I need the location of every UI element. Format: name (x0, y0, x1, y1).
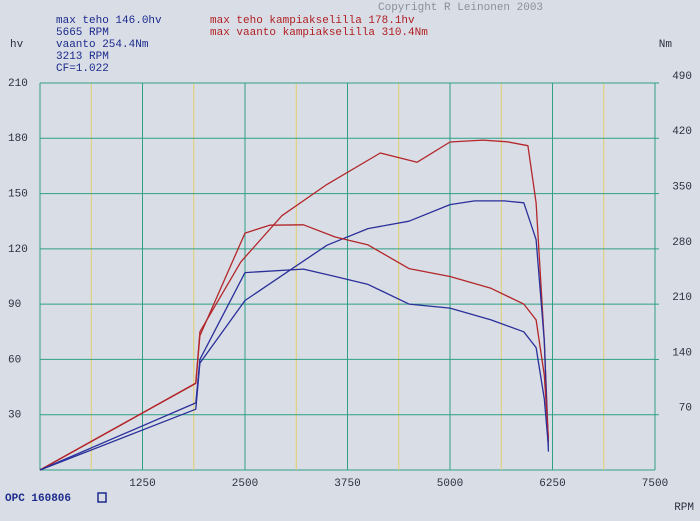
y-tick-label: 150 (8, 188, 28, 200)
annotation: CF=1.022 (56, 63, 109, 75)
y-tick-label: 180 (8, 133, 28, 145)
x-axis-label: RPM (674, 502, 694, 514)
footer: OPC 160806 (5, 493, 71, 505)
series-line (39, 139, 550, 471)
y-tick-label: 120 (8, 244, 28, 256)
annotation: max teho 146.0hv (56, 15, 162, 27)
y2-axis-label: Nm (659, 39, 673, 51)
y2-tick-label: 210 (672, 292, 692, 304)
footer-box (97, 492, 107, 503)
y-tick-label: 90 (8, 299, 21, 311)
annotation: vaanto 254.4Nm (56, 39, 149, 51)
y2-tick-label: 140 (672, 347, 692, 359)
x-tick-label: 5000 (437, 478, 463, 490)
crank-annotation: max vaanto kampiakselilla 310.4Nm (210, 27, 428, 39)
copyright: Copyright R Leinonen 2003 (378, 2, 543, 14)
series-line (39, 224, 550, 471)
x-tick-label: 3750 (334, 478, 360, 490)
x-tick-label: 2500 (232, 478, 258, 490)
series-line (39, 268, 550, 471)
y-tick-label: 30 (8, 410, 21, 422)
y2-tick-label: 70 (679, 403, 692, 415)
y2-tick-label: 490 (672, 71, 692, 83)
y-tick-label: 210 (8, 78, 28, 90)
y2-tick-label: 350 (672, 181, 692, 193)
y-tick-label: 60 (8, 354, 21, 366)
y2-tick-label: 420 (672, 126, 692, 138)
x-tick-label: 7500 (642, 478, 668, 490)
annotation: 5665 RPM (56, 27, 109, 39)
annotation: 3213 RPM (56, 51, 109, 63)
x-tick-label: 6250 (539, 478, 565, 490)
x-tick-label: 1250 (129, 478, 155, 490)
y2-tick-label: 280 (672, 237, 692, 249)
series-line (39, 200, 550, 471)
y-axis-label: hv (10, 39, 24, 51)
crank-annotation: max teho kampiakselilla 178.1hv (210, 15, 415, 27)
